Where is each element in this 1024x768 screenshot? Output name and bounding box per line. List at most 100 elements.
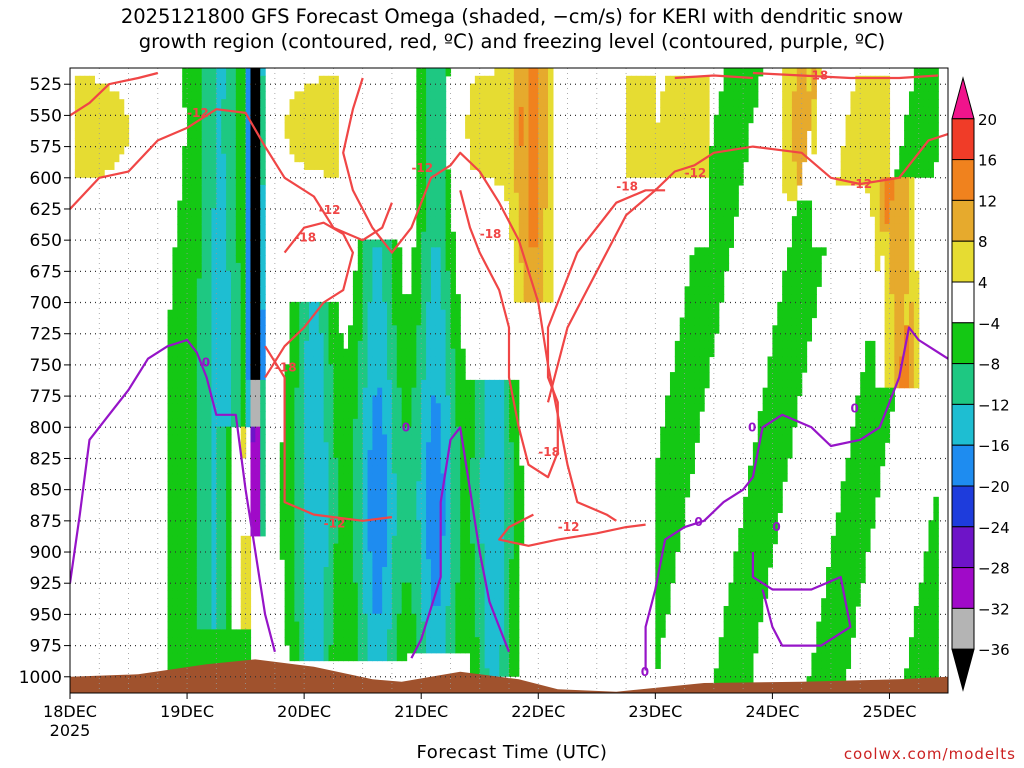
omega-cell	[260, 520, 266, 529]
omega-cell	[235, 325, 242, 334]
omega-cell	[684, 317, 691, 326]
omega-cell	[289, 520, 295, 529]
omega-cell	[430, 301, 437, 311]
omega-cell	[513, 208, 520, 217]
omega-cell	[523, 75, 530, 85]
omega-cell	[377, 520, 383, 529]
omega-cell	[172, 317, 178, 326]
omega-cell	[401, 348, 408, 358]
omega-cell	[377, 543, 383, 553]
omega-cell	[255, 489, 261, 498]
omega-cell	[328, 559, 334, 568]
omega-cell	[104, 153, 110, 163]
omega-cell	[338, 567, 344, 576]
omega-cell	[84, 106, 91, 116]
omega-cell	[230, 83, 237, 92]
omega-cell	[284, 528, 291, 537]
omega-cell	[309, 481, 315, 490]
omega-cell	[206, 621, 213, 630]
omega-cell	[333, 528, 339, 537]
omega-cell	[191, 637, 198, 646]
omega-cell	[479, 106, 486, 116]
omega-cell	[299, 543, 305, 553]
omega-cell	[474, 543, 481, 553]
omega-cell	[538, 286, 544, 295]
omega-cell	[362, 426, 369, 436]
omega-cell	[226, 489, 232, 498]
omega-cell	[411, 317, 417, 326]
omega-cell	[206, 418, 213, 428]
omega-cell	[460, 496, 466, 506]
omega-cell	[289, 543, 295, 553]
omega-cell	[299, 317, 305, 326]
omega-cell	[352, 574, 359, 584]
omega-cell	[313, 574, 320, 584]
omega-cell	[494, 68, 500, 77]
omega-cell	[665, 106, 671, 116]
omega-cell	[211, 262, 217, 272]
omega-cell	[679, 418, 686, 428]
omega-cell	[699, 364, 705, 373]
omega-cell	[318, 340, 325, 350]
omega-cell	[704, 340, 710, 350]
omega-cell	[460, 621, 466, 630]
omega-cell	[79, 122, 86, 131]
omega-cell	[548, 286, 554, 295]
omega-cell	[435, 574, 442, 584]
omega-cell	[221, 629, 227, 638]
omega-cell	[348, 590, 354, 599]
omega-cell	[430, 442, 437, 451]
omega-cell	[289, 340, 295, 350]
omega-cell	[362, 473, 369, 482]
omega-cell	[318, 652, 325, 662]
omega-cell	[362, 239, 369, 248]
omega-cell	[309, 567, 315, 576]
omega-cell	[304, 457, 310, 467]
omega-cell	[304, 325, 310, 334]
omega-cell	[469, 535, 476, 545]
omega-cell	[318, 567, 325, 576]
omega-cell	[299, 106, 305, 116]
omega-cell	[255, 520, 261, 529]
omega-cell	[221, 239, 227, 248]
omega-cell	[679, 473, 686, 482]
omega-cell	[343, 395, 349, 404]
omega-cell	[465, 528, 471, 537]
omega-cell	[372, 543, 378, 553]
omega-cell	[182, 153, 188, 163]
omega-cell	[206, 481, 213, 490]
omega-cell	[689, 294, 695, 303]
omega-cell	[513, 574, 520, 584]
omega-cell	[182, 403, 188, 412]
omega-cell	[694, 317, 700, 326]
omega-cell	[660, 496, 666, 506]
omega-cell	[401, 621, 408, 630]
omega-cell	[504, 590, 510, 599]
omega-cell	[548, 192, 554, 202]
omega-cell	[377, 504, 383, 514]
omega-cell	[328, 590, 334, 599]
omega-cell	[509, 574, 515, 584]
omega-cell	[401, 489, 408, 498]
omega-cell	[309, 348, 315, 358]
omega-cell	[226, 200, 232, 209]
omega-cell	[674, 340, 681, 350]
omega-cell	[499, 153, 505, 163]
omega-cell	[167, 348, 174, 358]
omega-cell	[167, 450, 174, 459]
omega-cell	[396, 481, 403, 490]
omega-cell	[533, 130, 539, 139]
omega-cell	[396, 496, 403, 506]
omega-cell	[387, 457, 393, 467]
omega-cell	[455, 559, 461, 568]
omega-cell	[79, 106, 86, 116]
omega-cell	[187, 481, 193, 490]
omega-cell	[79, 99, 86, 108]
omega-cell	[182, 348, 188, 358]
omega-cell	[489, 613, 495, 623]
omega-cell	[201, 372, 208, 381]
omega-cell	[421, 418, 427, 428]
omega-cell	[416, 551, 422, 560]
omega-cell	[640, 145, 647, 155]
omega-cell	[445, 442, 452, 451]
